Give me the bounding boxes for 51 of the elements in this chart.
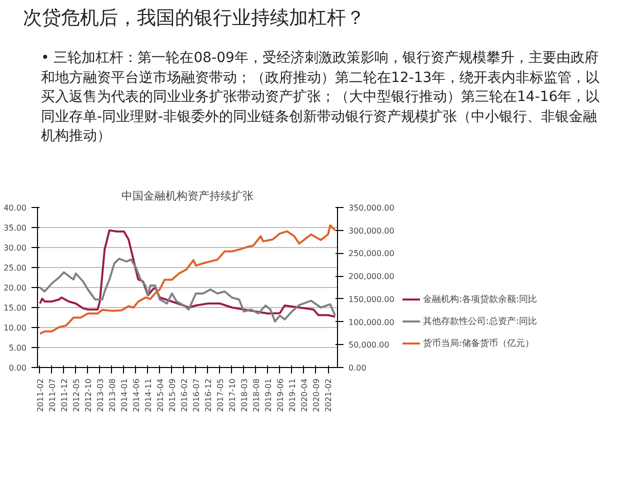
x-tick-label: 2020-09 [312,378,321,412]
y2-tick-label: 350,000.00 [348,204,394,212]
y2-tick-label: 50,000.00 [348,340,390,350]
x-tick-label: 2019-11 [288,378,297,412]
y2-tick-label: 0.00 [348,364,366,372]
y-tick-label: 30.00 [4,244,27,252]
x-tick-label: 2016-02 [180,378,189,412]
x-tick-label: 2014-06 [132,378,141,412]
x-tick-label: 2011-12 [60,378,69,412]
y-tick-label: 20.00 [4,284,27,292]
x-tick-label: 2019-01 [264,378,273,412]
x-tick-label: 2015-09 [168,378,177,412]
legend-label: 金融机构:各项贷款余额:同比 [423,294,538,306]
text: 次贷危机后，我国的银行业持续加杠杆？ [23,6,365,31]
x-tick-label: 2013-08 [108,378,117,412]
y2-tick-label: 250,000.00 [348,249,394,258]
x-tick-label: 2013-03 [96,378,105,412]
y-tick-label: 40.00 [4,204,27,212]
x-tick-label: 2016-07 [192,378,201,412]
x-tick-label: 2017-10 [228,378,237,412]
y-tick-label: 35.00 [4,224,27,232]
x-tick-label: 2014-01 [120,378,129,412]
x-tick-label: 2011-07 [48,378,57,412]
y2-tick-label: 300,000.00 [348,226,394,236]
line-series [38,229,336,318]
x-tick-label: 2018-08 [252,378,261,412]
line-series [38,224,336,335]
text: • 三轮加杠杆：第一轮在08-09年，受经济刺激政策影响，银行资产规模攀升，主要由政府和地方融资平台逆市场融资带动；（政府推动）第二轮在12-13年，绕开表内非标监管，以买入返售为代表的同业业务扩张带动资产扩张；（大中型银行推动）第三轮在14-16年，以同业存单-同业理财-非银委外的同业链条创新带动银行资产规模扩张（中小银行、非银金融机构推动） [41,49,601,146]
x-tick-label: 2017-05 [216,378,225,412]
legend-label: 货币当局:储备货币（亿元） [423,338,534,350]
x-tick-label: 2019-06 [276,378,285,412]
legend-label: 其他存款性公司:总资产:同比 [423,316,538,328]
x-tick-label: 2018-03 [240,378,249,412]
x-tick-label: 2012-05 [72,378,81,412]
y-tick-label: 10.00 [4,324,27,332]
x-tick-label: 2011-02 [36,378,45,412]
x-tick-label: 2014-11 [144,378,153,412]
y2-tick-label: 200,000.00 [348,272,394,282]
y-tick-label: 5.00 [8,344,26,352]
x-tick-label: 2020-04 [300,378,309,412]
y2-tick-label: 150,000.00 [348,294,394,304]
y-tick-label: 25.00 [4,264,27,272]
chart-title: 中国金融机构资产持续扩张 [122,190,254,202]
x-tick-label: 2021-02 [324,378,334,412]
x-tick-label: 2016-12 [204,378,213,412]
x-tick-label: 2015-04 [156,378,165,412]
y-tick-label: 15.00 [4,304,27,312]
line-series [38,258,336,322]
x-tick-label: 2012-10 [84,378,93,412]
y2-tick-label: 100,000.00 [348,318,394,327]
y-tick-label: 0.00 [8,364,26,372]
